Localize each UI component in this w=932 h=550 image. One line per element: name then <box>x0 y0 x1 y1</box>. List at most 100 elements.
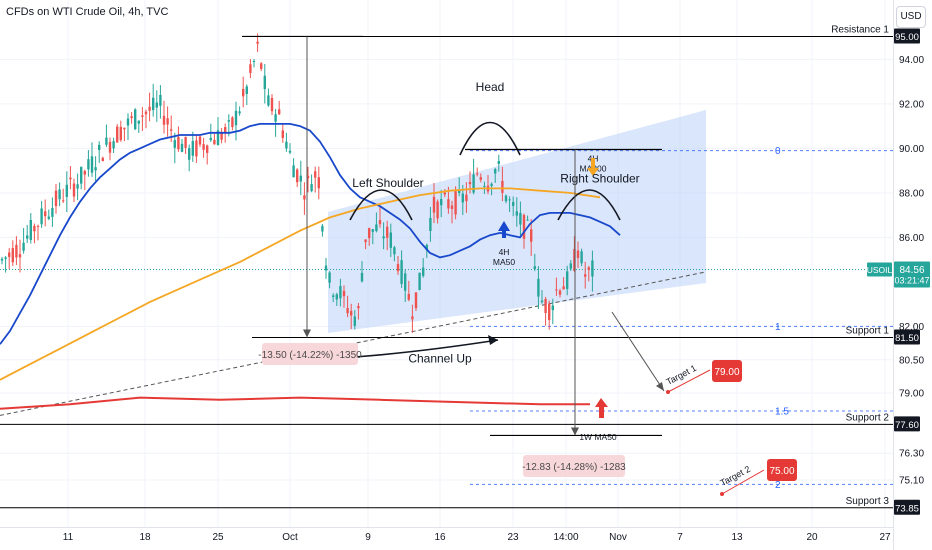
x-tick-label: 23 <box>507 532 519 543</box>
candle-body <box>335 294 338 300</box>
channel-layer <box>0 110 707 416</box>
candle-body <box>234 110 238 126</box>
moving-averages-layer: 4HMA504HMA2001W MA50 <box>0 123 621 442</box>
candle-body <box>105 137 108 145</box>
candle-body <box>0 258 4 261</box>
candle-body <box>123 127 126 130</box>
chart-title: CFDs on WTI Crude Oil, 4h, TVC <box>6 6 172 18</box>
candle-body <box>353 316 356 326</box>
candle-body <box>184 137 187 148</box>
candle-body <box>170 129 173 131</box>
candle-body <box>522 214 526 239</box>
right-shoulder-arc <box>557 189 621 221</box>
candle-body <box>350 310 353 316</box>
y-tick-label: 76.30 <box>899 449 924 460</box>
candle-body <box>497 161 500 164</box>
pattern-label: Channel Up <box>408 352 472 366</box>
x-tick-label: 9 <box>365 532 371 543</box>
candle-body <box>220 133 223 140</box>
candle-body <box>267 95 270 106</box>
ma50-arrow-marker <box>498 221 510 238</box>
candle-body <box>425 244 428 251</box>
candle-body <box>245 86 248 94</box>
candle-body <box>368 228 371 239</box>
candle-body <box>299 175 302 182</box>
candle-body <box>260 63 263 69</box>
bar-countdown-text: 03:21:47 <box>894 275 929 285</box>
candle-body <box>310 184 313 192</box>
candle-body <box>8 252 11 257</box>
candle-body <box>540 300 544 303</box>
candle-body <box>306 175 310 179</box>
candle-body <box>242 88 245 97</box>
candle-body <box>198 136 202 145</box>
candle-body <box>206 145 209 153</box>
left-shoulder-arc <box>349 189 413 221</box>
symbol-tag <box>867 262 892 277</box>
candle-body <box>227 120 230 122</box>
candle-body <box>224 127 227 133</box>
candle-body <box>54 190 58 207</box>
candle-body <box>504 195 508 202</box>
candle-body <box>533 266 536 270</box>
candle-body <box>29 219 32 240</box>
level-price-tag-text: 73.85 <box>895 503 919 514</box>
candle-body <box>83 171 86 175</box>
ma-label: MA50 <box>493 257 515 267</box>
price-axis-separator <box>893 0 894 550</box>
candle-body <box>580 251 583 264</box>
candle-body <box>404 273 407 291</box>
x-tick-label: 25 <box>212 532 224 543</box>
candle-body <box>501 180 504 193</box>
candle-body <box>4 257 7 259</box>
candle-body <box>508 199 511 201</box>
measure-box <box>262 343 358 365</box>
candle-body <box>472 174 475 193</box>
level-label: Support 1 <box>846 326 890 337</box>
candle-body <box>252 60 256 62</box>
x-tick-label: 16 <box>434 532 446 543</box>
candle-body <box>458 189 461 193</box>
candle-body <box>555 289 558 291</box>
y-tick-label: 75.10 <box>899 475 924 486</box>
y-tick-label: 79.00 <box>899 389 924 400</box>
candle-body <box>526 219 529 221</box>
candle-body <box>317 177 320 189</box>
axis-layer: 11 18 25 Oct 9 16 23 14:00 Nov 7 13 20 2794.0092.009… <box>63 55 925 543</box>
current-price-text: 84.56 <box>899 265 924 276</box>
y-tick-label: 80.50 <box>899 355 924 366</box>
candle-body <box>537 278 540 297</box>
candle-body <box>429 217 432 232</box>
level-label: Support 3 <box>846 496 890 507</box>
channel-up-arrow <box>354 339 499 358</box>
candle-body <box>177 136 180 150</box>
candle-body <box>134 109 137 130</box>
candle-body <box>155 102 158 108</box>
candle-body <box>216 130 220 146</box>
candle-body <box>47 216 50 219</box>
x-tick-label: 13 <box>731 532 743 543</box>
level-price-tag <box>894 416 920 432</box>
candle-body <box>195 140 198 157</box>
candle-body <box>166 118 169 125</box>
x-tick-label: 18 <box>139 532 151 543</box>
candle-body <box>378 220 382 225</box>
candle-body <box>148 106 151 111</box>
candle-body <box>126 118 130 126</box>
candle-body <box>292 165 295 178</box>
candle-body <box>440 198 443 206</box>
level-price-tag <box>894 329 920 345</box>
candle-body <box>418 272 421 290</box>
candles-layer <box>0 33 594 333</box>
head-arc <box>459 121 521 156</box>
candle-body <box>270 97 274 112</box>
y-tick-label: 94.00 <box>899 55 924 66</box>
candle-body <box>22 242 25 251</box>
ma-label: 1W MA50 <box>579 432 617 442</box>
currency-button[interactable]: USD <box>896 6 926 28</box>
channel-up-arrowhead <box>488 335 498 345</box>
candle-body <box>476 173 479 175</box>
current-price-tag <box>894 261 930 288</box>
